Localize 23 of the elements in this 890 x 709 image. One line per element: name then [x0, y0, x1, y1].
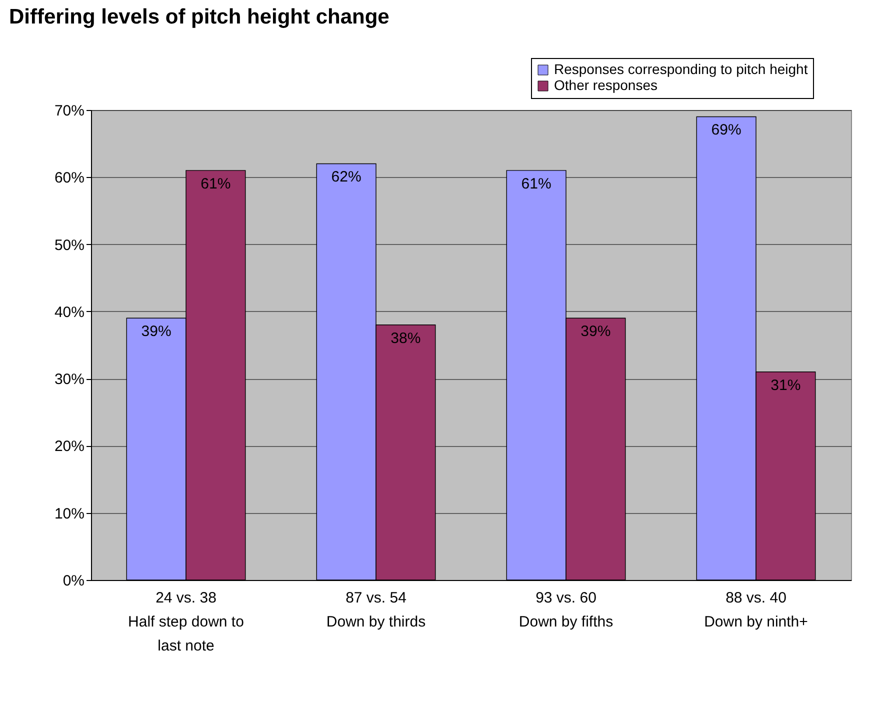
legend-label: Responses corresponding to pitch height [554, 61, 808, 77]
data-label: 39% [580, 323, 611, 340]
x-tick-label: 24 vs. 38 Half step down to last note [128, 590, 244, 654]
y-tick-label: 70% [54, 102, 84, 120]
data-label: 38% [390, 330, 421, 347]
data-label: 31% [770, 376, 801, 394]
x-tick-label: 88 vs. 40 Down by ninth+ [704, 590, 808, 630]
data-label: 61% [521, 175, 552, 192]
legend-label: Other responses [554, 77, 658, 93]
y-tick-label: 60% [54, 170, 84, 187]
data-label: 69% [711, 122, 742, 139]
y-tick-label: 50% [54, 236, 84, 254]
y-tick-label: 20% [54, 438, 84, 456]
y-tick-label: 40% [54, 304, 84, 321]
data-label: 39% [141, 323, 172, 340]
y-tick-label: 0% [62, 572, 84, 590]
y-tick-label: 10% [54, 505, 84, 522]
y-tick-label: 30% [54, 371, 84, 388]
x-tick-label: 87 vs. 54 Down by thirds [326, 590, 426, 630]
data-label: 61% [200, 175, 231, 192]
x-tick-label: 93 vs. 60 Down by fifths [518, 590, 614, 630]
data-label: 62% [331, 168, 362, 186]
chart-title: Differing levels of pitch height change [8, 6, 390, 28]
